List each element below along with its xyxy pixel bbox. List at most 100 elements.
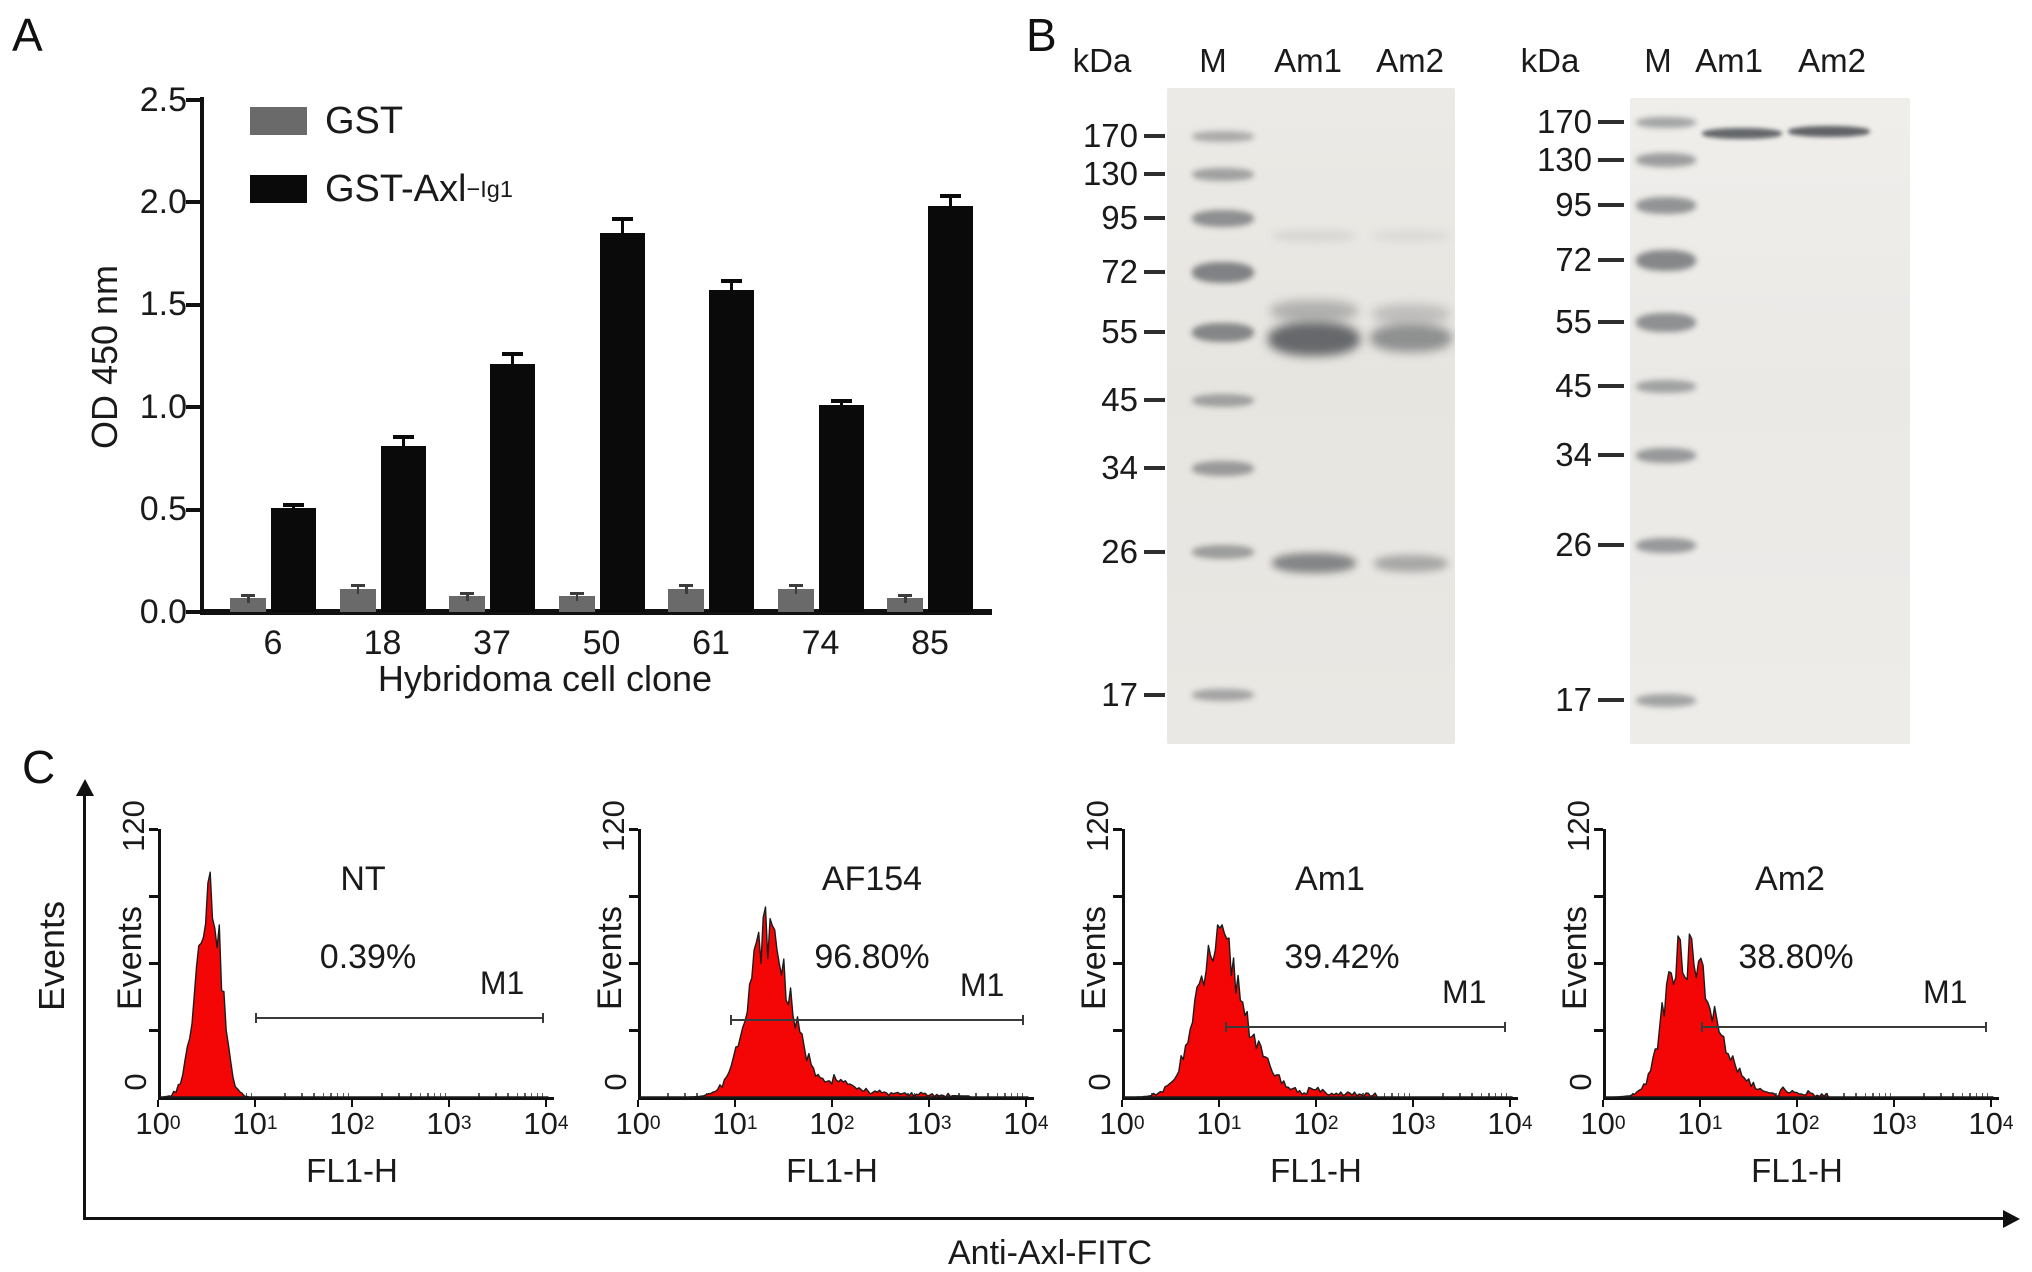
y-tick bbox=[186, 98, 200, 102]
m1-gate-label: M1 bbox=[479, 964, 525, 1001]
ladder-label: 45 bbox=[1101, 381, 1138, 418]
ladder-band bbox=[1636, 379, 1696, 393]
histogram-curve bbox=[1603, 933, 1994, 1098]
ladder-label: 170 bbox=[1536, 103, 1592, 140]
am1-heavy-chain-band bbox=[1268, 322, 1360, 356]
flow-x-tick-major bbox=[1121, 1100, 1123, 1107]
flow-x-tick-minor bbox=[1884, 1093, 1887, 1097]
fitc-axis-arrowhead-icon bbox=[2003, 1210, 2020, 1228]
flow-x-tick-label: 10 1 bbox=[1677, 1106, 1723, 1141]
flow-x-tick-minor bbox=[684, 1093, 686, 1097]
ladder-band bbox=[1636, 537, 1696, 553]
bar-gst-axl bbox=[928, 206, 973, 612]
flow-x-tick-minor bbox=[541, 1093, 544, 1097]
ladder-band bbox=[1636, 447, 1696, 463]
flow-x-tick-minor bbox=[536, 1093, 539, 1097]
kda-header: kDa bbox=[1520, 42, 1580, 79]
flow-x-tick-minor bbox=[336, 1093, 339, 1097]
m1-gate-cap bbox=[1224, 1021, 1227, 1032]
ladder-dash bbox=[1598, 320, 1624, 324]
error-bar-stem bbox=[685, 585, 688, 595]
error-bar-cap bbox=[830, 399, 852, 404]
panel-a-label: A bbox=[12, 9, 43, 61]
ladder-band bbox=[1192, 460, 1254, 476]
m1-gate-cap bbox=[1022, 1014, 1025, 1025]
flow-x-tick-minor bbox=[1872, 1093, 1874, 1097]
flow-x-tick-minor bbox=[439, 1093, 442, 1097]
flow-x-tick-minor bbox=[1016, 1093, 1019, 1097]
flow-x-tick-label: 10 4 bbox=[523, 1106, 569, 1141]
flow-x-tick-minor bbox=[1403, 1093, 1406, 1097]
fl1h-axis-label: FL1-H bbox=[786, 1152, 878, 1189]
ladder-label: 95 bbox=[1555, 186, 1592, 223]
flow-x-tick-minor bbox=[419, 1093, 422, 1097]
lane-header: Am1 bbox=[1274, 42, 1342, 79]
ladder-band bbox=[1636, 249, 1696, 271]
m1-gate-cap bbox=[1504, 1021, 1507, 1032]
flow-x-tick-major bbox=[1315, 1100, 1317, 1107]
flow-x-tick-minor bbox=[996, 1093, 999, 1097]
ladder-band bbox=[1192, 393, 1254, 407]
y-tick-label: 1.5 bbox=[139, 285, 187, 324]
legend-swatch bbox=[250, 175, 307, 203]
flow-x-tick-minor bbox=[516, 1093, 519, 1097]
flow-x-tick-major bbox=[1893, 1100, 1895, 1107]
clone-label: 50 bbox=[582, 624, 621, 662]
m1-gate-label: M1 bbox=[1441, 973, 1487, 1010]
ladder-dash bbox=[1598, 120, 1624, 124]
flow-x-tick-major bbox=[1796, 1100, 1798, 1107]
ladder-label: 17 bbox=[1101, 676, 1138, 713]
flow-x-tick-minor bbox=[245, 1093, 248, 1097]
hybridoma-axis-label: Hybridoma cell clone bbox=[377, 658, 713, 699]
error-bar-stem bbox=[466, 592, 469, 601]
ladder-dash bbox=[1144, 216, 1165, 220]
ladder-band bbox=[1192, 322, 1254, 342]
flow-x-tick-major bbox=[157, 1100, 159, 1107]
lane-header: M bbox=[1644, 42, 1672, 79]
flow-y-tick bbox=[629, 895, 638, 898]
bar-gst bbox=[449, 595, 485, 612]
ladder-band bbox=[1192, 167, 1254, 181]
bar-gst bbox=[887, 597, 923, 612]
fl1h-axis-label: FL1-H bbox=[1270, 1152, 1362, 1189]
flow-x-tick-major bbox=[351, 1100, 353, 1107]
bar-gst bbox=[777, 589, 814, 612]
ladder-dash bbox=[1144, 172, 1165, 176]
m1-gate-line bbox=[1224, 1025, 1505, 1028]
y-tick-label: 0.5 bbox=[139, 490, 187, 529]
flow-x-tick-major bbox=[1602, 1100, 1604, 1107]
flow-x-tick-minor bbox=[975, 1093, 977, 1097]
bar-gst-axl bbox=[380, 446, 426, 612]
error-bar-cap bbox=[611, 216, 633, 221]
flow-x-tick-minor bbox=[1383, 1093, 1386, 1097]
error-bar-stem bbox=[730, 281, 733, 297]
am2-light-chain-band bbox=[1374, 555, 1448, 572]
flow-x-axis bbox=[1603, 1097, 1999, 1100]
flow-x-tick-minor bbox=[1480, 1093, 1483, 1097]
ladder-band bbox=[1636, 312, 1696, 332]
bar-gst bbox=[230, 597, 266, 612]
am2-igg-band bbox=[1788, 126, 1870, 137]
flow-x-tick-minor bbox=[1775, 1093, 1777, 1097]
flow-x-axis bbox=[638, 1097, 1034, 1100]
flow-x-tick-minor bbox=[1442, 1093, 1444, 1097]
flow-y-tick bbox=[149, 1029, 158, 1032]
ladder-band bbox=[1636, 693, 1696, 707]
gel-panel: kDa M Am1 Am2 170 130 95 72 55 45 34 26 17 kDa M Am1 Am2… bbox=[1073, 42, 1910, 744]
flow-x-tick-minor bbox=[1986, 1093, 1989, 1097]
flow-x-tick-minor bbox=[1362, 1093, 1364, 1097]
ladder-dash bbox=[1598, 698, 1624, 702]
error-bar-cap bbox=[283, 503, 304, 508]
error-bar-stem bbox=[620, 218, 624, 240]
flow-x-tick-major bbox=[1699, 1100, 1701, 1107]
error-bar-stem bbox=[292, 505, 295, 514]
flow-x-tick-major bbox=[1218, 1100, 1220, 1107]
error-bar-cap bbox=[940, 194, 961, 199]
m1-gate-cap bbox=[1985, 1021, 1988, 1032]
gel-image bbox=[1167, 88, 1455, 744]
flow-x-tick-major bbox=[734, 1100, 736, 1107]
flow-x-tick-minor bbox=[381, 1093, 383, 1097]
flow-x-tick-minor bbox=[1500, 1093, 1503, 1097]
flow-y-tick bbox=[149, 828, 158, 831]
